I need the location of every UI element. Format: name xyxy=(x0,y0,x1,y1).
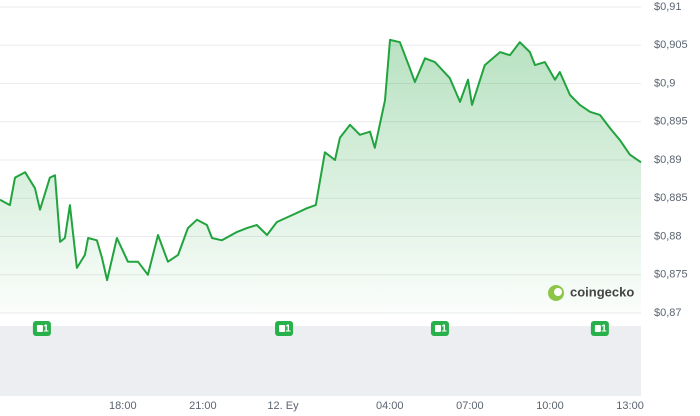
y-tick-label: $0,875 xyxy=(654,269,688,281)
y-tick-label: $0,91 xyxy=(654,1,682,13)
event-count: 1 xyxy=(43,324,49,335)
x-tick-label: 12. Ey xyxy=(267,400,299,412)
event-icon xyxy=(434,325,441,332)
x-tick-label: 13:00 xyxy=(616,400,644,412)
area-fill xyxy=(0,39,641,314)
event-marker: 1 xyxy=(275,321,294,336)
event-marker: 1 xyxy=(32,321,51,336)
event-icon xyxy=(36,325,43,332)
y-tick-label: $0,89 xyxy=(654,154,682,166)
y-tick-label: $0,88 xyxy=(654,230,682,242)
y-tick-label: $0,87 xyxy=(654,307,682,319)
y-tick-label: $0,9 xyxy=(654,77,675,89)
event-marker: 1 xyxy=(430,321,449,336)
y-tick-label: $0,905 xyxy=(654,39,688,51)
price-line xyxy=(0,38,642,282)
event-count: 1 xyxy=(285,324,291,335)
y-tick-label: $0,885 xyxy=(654,192,688,204)
x-tick-label: 18:00 xyxy=(109,400,137,412)
event-icon xyxy=(594,325,601,332)
y-tick-label: $0,895 xyxy=(654,116,688,128)
event-marker: 1 xyxy=(590,321,609,336)
x-tick-label: 04:00 xyxy=(376,400,404,412)
x-tick-label: 21:00 xyxy=(189,400,217,412)
x-tick-label: 10:00 xyxy=(536,400,564,412)
event-icon xyxy=(279,325,286,332)
x-tick-label: 07:00 xyxy=(456,400,484,412)
watermark-text: coingecko xyxy=(570,284,634,299)
volume-band xyxy=(0,326,641,396)
event-count: 1 xyxy=(601,324,607,335)
event-count: 1 xyxy=(441,324,447,335)
watermark: coingecko xyxy=(548,284,634,301)
